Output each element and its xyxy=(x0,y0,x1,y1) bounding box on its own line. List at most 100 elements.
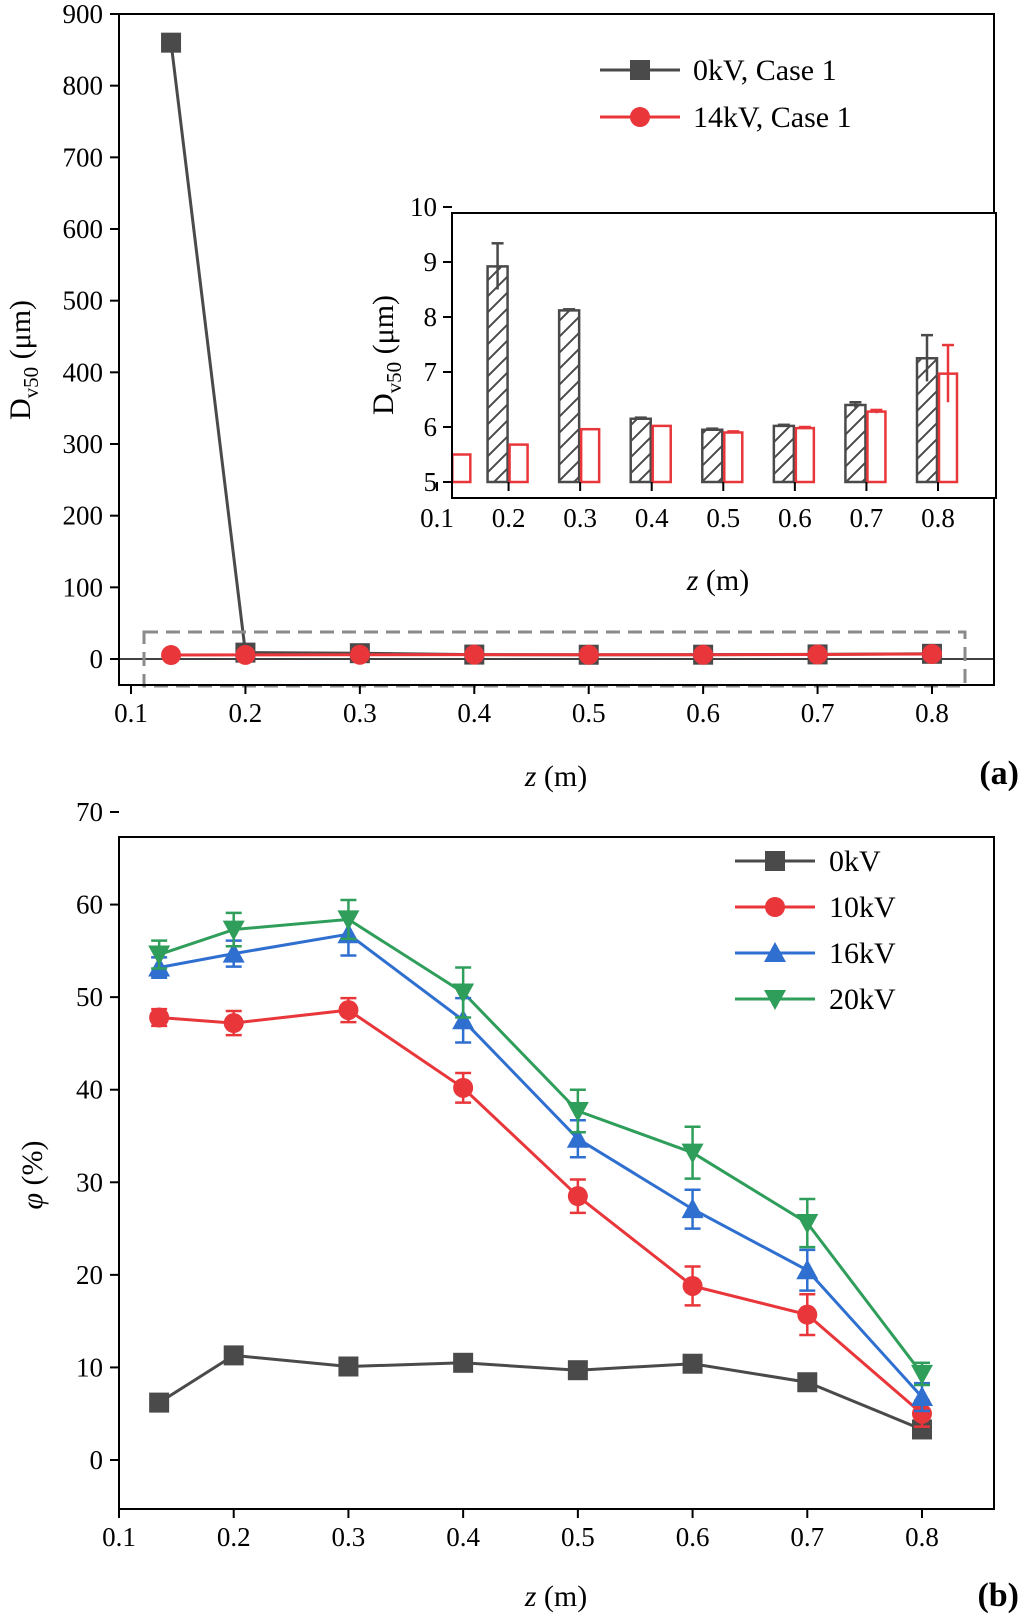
panel-b-tag: (b) xyxy=(977,1577,1019,1614)
legend-label: 10kV xyxy=(829,891,896,924)
data-point xyxy=(796,1214,819,1235)
inset-x-tick-label: 0.6 xyxy=(778,503,812,533)
panel-a-x-tick-label: 0.8 xyxy=(915,698,949,728)
data-point xyxy=(338,1356,359,1377)
data-point xyxy=(567,1360,588,1381)
data-point xyxy=(797,1304,818,1325)
inset-bar-14kv xyxy=(866,410,887,484)
data-point xyxy=(222,920,245,941)
inset-bar-14kv xyxy=(794,426,816,484)
inset-y-tick-label: 9 xyxy=(424,247,438,277)
panel-a-inset: 0.1 0.2 0.3 0.4 0.5 0.6 0.7 0.8 5 6 7 8 9 10 z (m) Dv… xyxy=(367,192,997,597)
panel-b-y-tick-label: 30 xyxy=(76,1167,103,1197)
data-point xyxy=(566,1127,589,1148)
legend-item-14kv-case1: 14kV, Case 1 xyxy=(600,101,852,134)
inset-bar-0kv xyxy=(844,403,867,484)
data-point xyxy=(149,1007,170,1028)
series-line-16kV xyxy=(158,932,924,1399)
panel-a-x-label: z (m) xyxy=(524,760,588,793)
panel-a-x-tick-label: 0.7 xyxy=(801,698,835,728)
inset-y-label: Dv50 (μm) xyxy=(367,295,406,415)
inset-x-label: z (m) xyxy=(686,564,750,597)
data-point xyxy=(223,1013,244,1034)
data-point xyxy=(161,645,182,666)
data-point xyxy=(161,32,182,53)
panel-b-x-tick-label: 0.8 xyxy=(905,1522,939,1552)
data-point xyxy=(338,1000,359,1021)
data-point xyxy=(693,644,714,665)
data-point xyxy=(337,910,360,931)
data-point xyxy=(453,1352,474,1373)
inset-x-tick-label: 0.7 xyxy=(850,503,884,533)
square-marker-icon xyxy=(765,851,785,871)
inset-x-tick-label: 0.4 xyxy=(635,503,669,533)
panel-a-tag: (a) xyxy=(979,755,1019,792)
data-point xyxy=(807,644,828,665)
inset-bar-0kv xyxy=(772,424,796,484)
data-point xyxy=(796,1259,819,1280)
data-point xyxy=(453,1077,474,1098)
panel-b-y-tick-label: 40 xyxy=(76,1075,103,1105)
series-line-1 xyxy=(171,652,933,657)
series-line-20kV xyxy=(158,917,924,1375)
panel-a-y-tick-label: 200 xyxy=(63,501,104,531)
panel-a-y-tick-label: 900 xyxy=(63,0,104,29)
inset-bar-0kv xyxy=(629,417,652,484)
panel-b-x-tick-label: 0.3 xyxy=(332,1522,366,1552)
panel-a-x-tick-label: 0.1 xyxy=(114,698,148,728)
inset-x-tick-label: 0.2 xyxy=(492,503,526,533)
panel-a-x-tick-label: 0.5 xyxy=(572,698,606,728)
data-point xyxy=(464,644,485,665)
data-point xyxy=(349,644,370,665)
data-point xyxy=(452,983,475,1004)
panel-b-y-tick-label: 50 xyxy=(76,982,103,1012)
panel-b-y-label: φ (%) xyxy=(16,1140,49,1209)
legend-item-16kV: 16kV xyxy=(735,937,896,970)
panel-a-x-tick-label: 0.6 xyxy=(686,698,720,728)
panel-a-x-tick-label: 0.2 xyxy=(229,698,263,728)
data-point xyxy=(149,1392,170,1413)
data-point xyxy=(567,1186,588,1207)
panel-b-x-tick-label: 0.2 xyxy=(217,1522,251,1552)
data-point xyxy=(681,1143,704,1164)
inset-bar-14kv xyxy=(579,427,601,484)
panel-b-y-tick-label: 20 xyxy=(76,1260,103,1290)
data-point xyxy=(912,1419,932,1440)
data-point xyxy=(797,1372,818,1393)
panel-a-y-tick-label: 400 xyxy=(63,357,104,387)
series-line-0kV xyxy=(158,1353,923,1431)
inset-x-tick-label: 0.8 xyxy=(921,503,955,533)
circle-marker-icon xyxy=(630,107,650,127)
data-point xyxy=(452,1009,475,1030)
panel-b-x-tick-label: 0.5 xyxy=(561,1522,595,1552)
inset-bar-14kv xyxy=(723,431,744,484)
panel-a-y-tick-label: 300 xyxy=(63,429,104,459)
inset-bar-14kv xyxy=(651,424,672,484)
data-point xyxy=(222,942,245,963)
inset-bar-14kv xyxy=(452,453,472,484)
panel-a-y-tick-label: 0 xyxy=(90,644,104,674)
legend-item-0kv-case1: 0kV, Case 1 xyxy=(600,54,837,87)
square-marker-icon xyxy=(630,60,650,80)
inset-x-tick-label: 0.3 xyxy=(563,503,597,533)
data-point xyxy=(911,1364,933,1385)
panel-b-frame xyxy=(118,836,995,1510)
panel-a-x-tick-label: 0.4 xyxy=(457,698,491,728)
legend-item-20kV: 20kV xyxy=(735,983,896,1016)
legend-label: 0kV xyxy=(829,845,881,878)
data-point xyxy=(682,1353,703,1374)
legend-label: 16kV xyxy=(829,937,896,970)
panel-a-y-label: Dv50 (μm) xyxy=(4,300,43,420)
inset-y-tick-label: 7 xyxy=(424,357,438,387)
panel-b-x-tick-label: 0.6 xyxy=(676,1522,710,1552)
panel-b-y-tick-label: 60 xyxy=(76,890,103,920)
panel-b-x-tick-label: 0.1 xyxy=(102,1522,136,1552)
data-point xyxy=(912,1403,932,1424)
inset-y-tick-label: 6 xyxy=(424,412,438,442)
inset-bar-0kv xyxy=(486,265,509,484)
inset-frame xyxy=(451,212,997,499)
data-point xyxy=(922,643,942,664)
panel-b-x-label: z (m) xyxy=(524,1580,588,1613)
panel-a: 0.1 0.2 0.3 0.4 0.5 0.6 0.7 0.8 0 100 200 300 400 500… xyxy=(4,0,1019,793)
inset-y-tick-label: 10 xyxy=(410,192,437,222)
